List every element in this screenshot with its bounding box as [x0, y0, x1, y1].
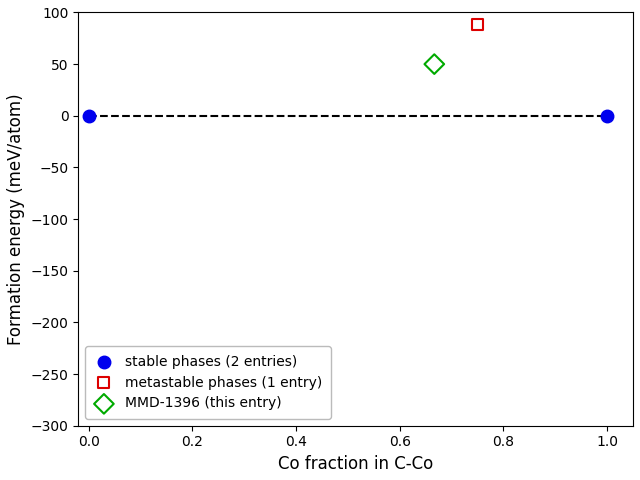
stable phases (2 entries) — [602, 112, 612, 120]
Y-axis label: Formation energy (meV/atom): Formation energy (meV/atom) — [7, 93, 25, 345]
X-axis label: Co fraction in C-Co: Co fraction in C-Co — [278, 455, 433, 473]
metastable phases (1 entry) — [472, 21, 483, 29]
Legend: stable phases (2 entries), metastable phases (1 entry), MMD-1396 (this entry): stable phases (2 entries), metastable ph… — [85, 346, 331, 419]
stable phases (2 entries) — [83, 112, 93, 120]
MMD-1396 (this entry) — [429, 60, 440, 68]
